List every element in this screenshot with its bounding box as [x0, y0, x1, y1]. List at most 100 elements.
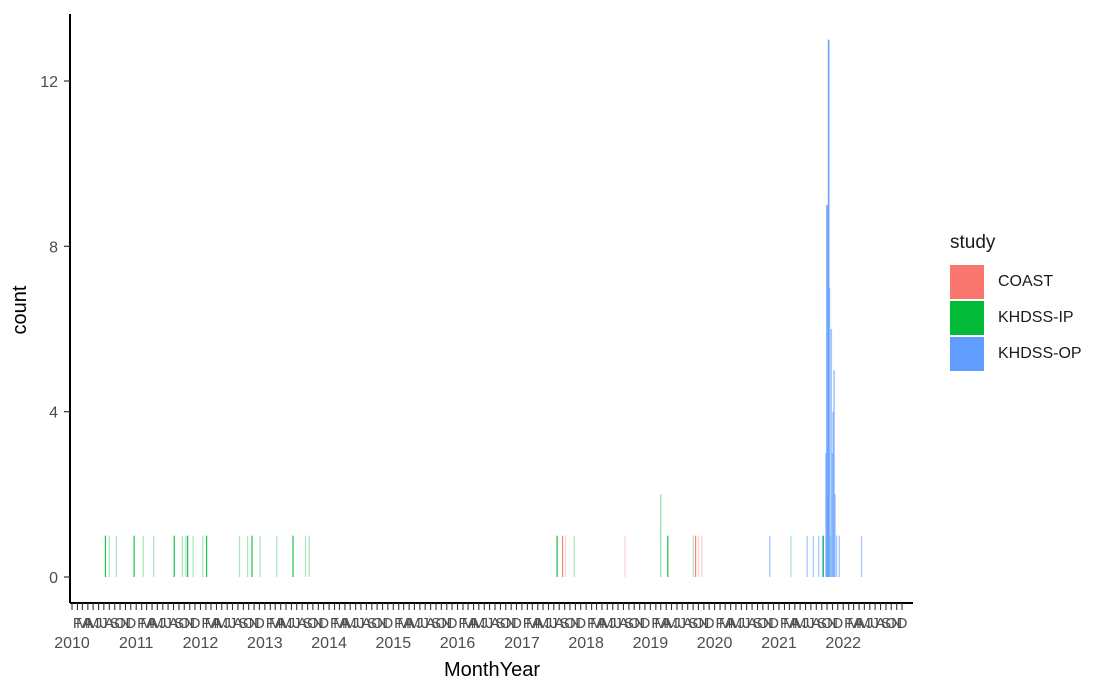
x-month-label-2020-7: J	[743, 615, 751, 632]
x-month-label-2013-5: M	[280, 615, 293, 632]
bar-khdss-op-6	[826, 205, 828, 577]
legend-key-khdss-ip	[950, 301, 984, 335]
x-month-label-2016-8: A	[490, 615, 500, 632]
x-month-label-2018-9: S	[624, 615, 634, 632]
x-month-label-2011-7: J	[164, 615, 172, 632]
x-month-label-2017-10: O	[564, 615, 576, 632]
x-month-label-2015-5: M	[408, 615, 421, 632]
bar-khdss-op-16	[860, 535, 863, 577]
x-month-label-2016-12: D	[511, 615, 522, 632]
x-month-label-2020-6: J	[738, 615, 746, 632]
bar-khdss-ip-22	[573, 535, 575, 577]
x-month-label-2015-4: A	[404, 615, 414, 632]
x-month-label-2022-10: O	[885, 615, 897, 632]
bar-khdss-ip-2	[115, 535, 117, 577]
bar-khdss-ip-12	[206, 535, 208, 577]
bar-khdss-op-9	[830, 329, 833, 577]
x-month-label-2018-6: J	[609, 615, 617, 632]
bar-khdss-ip-1	[108, 535, 110, 577]
x-month-label-2013-8: A	[297, 615, 307, 632]
x-month-label-2014-4: A	[340, 615, 350, 632]
x-month-label-2020-3: M	[719, 615, 732, 632]
x-month-label-2011-11: N	[184, 615, 195, 632]
x-month-label-2022-9: S	[881, 615, 891, 632]
legend-item-khdss-ip: KHDSS-IP	[950, 300, 1110, 336]
bar-khdss-ip-24	[667, 535, 669, 577]
x-month-label-2018-8: A	[618, 615, 628, 632]
x-month-label-2020-8: A	[747, 615, 757, 632]
x-month-label-2010-12: D	[125, 615, 136, 632]
x-month-label-2019-9: S	[688, 615, 698, 632]
x-month-label-2018-12: D	[640, 615, 651, 632]
x-month-label-2016-6: J	[481, 615, 489, 632]
legend: study COAST KHDSS-IP KHDSS-OP	[950, 232, 1110, 372]
bar-khdss-op-14	[836, 535, 838, 577]
x-month-label-2012-9: S	[238, 615, 248, 632]
x-month-label-2010-3: M	[76, 615, 89, 632]
bar-khdss-op-7	[827, 39, 830, 578]
x-year-label-2021: 2021	[761, 635, 797, 652]
x-month-label-2018-3: M	[590, 615, 603, 632]
x-month-label-2022-8: A	[876, 615, 886, 632]
bar-khdss-ip-7	[181, 535, 183, 577]
x-month-label-2017-3: M	[526, 615, 539, 632]
x-year-label-2019: 2019	[633, 635, 669, 652]
x-month-label-2011-2: F	[137, 615, 146, 632]
x-month-label-2012-2: F	[201, 615, 210, 632]
x-month-label-2022-4: A	[854, 615, 864, 632]
x-month-label-2017-7: J	[550, 615, 558, 632]
x-month-label-2017-2: F	[523, 615, 532, 632]
x-month-label-2012-11: N	[249, 615, 260, 632]
x-month-label-2019-2: F	[651, 615, 660, 632]
bar-khdss-op-3	[818, 535, 820, 577]
x-month-label-2021-6: J	[802, 615, 810, 632]
y-tick-label-4: 4	[49, 405, 58, 422]
x-month-label-2013-7: J	[293, 615, 301, 632]
x-month-label-2010-6: J	[95, 615, 103, 632]
x-month-label-2016-4: A	[469, 615, 479, 632]
x-month-label-2011-5: M	[151, 615, 164, 632]
x-month-label-2013-12: D	[318, 615, 329, 632]
x-month-label-2014-9: S	[367, 615, 377, 632]
x-month-label-2016-11: N	[506, 615, 517, 632]
x-month-label-2010-7: J	[100, 615, 108, 632]
x-month-label-2021-8: A	[811, 615, 821, 632]
legend-item-coast: COAST	[950, 264, 1110, 300]
x-month-label-2014-3: M	[333, 615, 346, 632]
x-year-label-2011: 2011	[119, 635, 154, 652]
x-month-label-2020-9: S	[753, 615, 763, 632]
x-month-label-2020-11: N	[763, 615, 774, 632]
bar-khdss-ip-13	[238, 535, 241, 577]
x-month-label-2014-10: O	[371, 615, 383, 632]
legend-label-khdss-op: KHDSS-OP	[998, 345, 1082, 362]
x-month-label-2017-5: M	[537, 615, 550, 632]
x-month-label-2017-4: A	[533, 615, 543, 632]
x-month-label-2014-8: A	[361, 615, 371, 632]
x-month-label-2010-8: A	[104, 615, 114, 632]
x-month-label-2015-6: J	[416, 615, 424, 632]
axes-layer: 04812FMAMJJASOND2010FMAMJJASOND2011FMAMJ…	[40, 14, 913, 652]
x-month-label-2019-5: M	[665, 615, 678, 632]
x-month-label-2014-2: F	[330, 615, 339, 632]
bar-coast-0	[561, 535, 564, 577]
x-month-label-2021-12: D	[832, 615, 843, 632]
x-month-label-2010-2: F	[73, 615, 82, 632]
x-month-label-2020-10: O	[757, 615, 769, 632]
bar-khdss-op-0	[769, 535, 771, 577]
bar-khdss-ip-27	[822, 535, 824, 577]
bar-khdss-ip-21	[556, 535, 558, 577]
x-month-label-2015-2: F	[394, 615, 403, 632]
x-year-label-2020: 2020	[697, 635, 733, 652]
x-month-label-2016-7: J	[486, 615, 494, 632]
x-month-label-2016-3: M	[462, 615, 475, 632]
x-year-label-2013: 2013	[247, 635, 283, 652]
x-month-label-2019-6: J	[673, 615, 681, 632]
x-month-label-2018-10: O	[628, 615, 640, 632]
x-month-label-2010-11: N	[120, 615, 131, 632]
bar-khdss-op-13	[834, 494, 836, 577]
x-month-label-2012-12: D	[254, 615, 265, 632]
x-month-label-2021-9: S	[817, 615, 827, 632]
x-month-label-2015-8: A	[426, 615, 436, 632]
bar-khdss-ip-16	[259, 535, 261, 577]
